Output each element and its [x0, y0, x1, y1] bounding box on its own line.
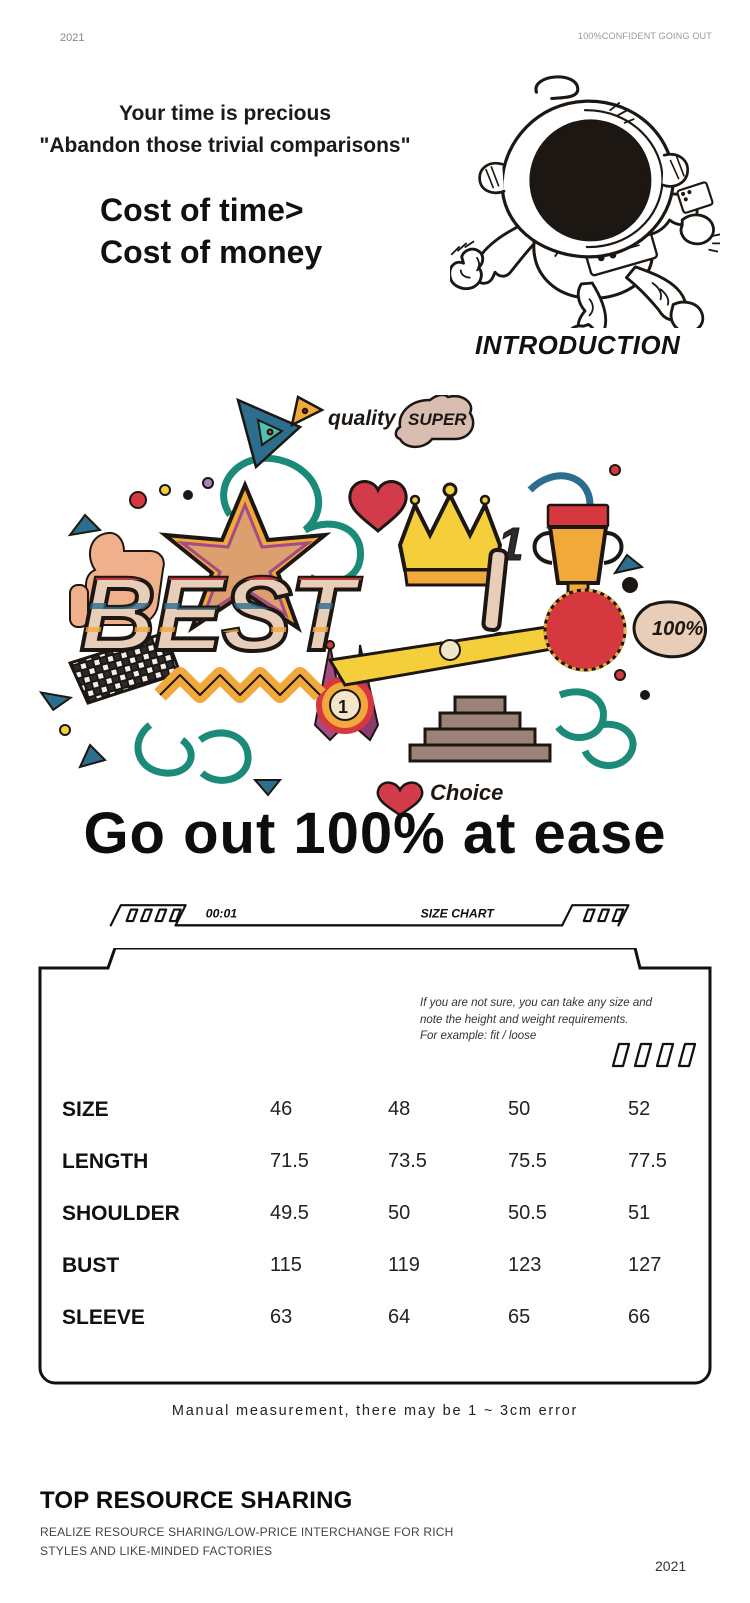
svg-text:1: 1 — [338, 697, 348, 717]
svg-text:100%: 100% — [652, 618, 703, 640]
svg-text:SIZE CHART: SIZE CHART — [421, 906, 496, 920]
svg-text:00:01: 00:01 — [206, 906, 237, 920]
svg-text:SUPER: SUPER — [408, 410, 467, 429]
svg-text:quality: quality — [328, 407, 397, 430]
